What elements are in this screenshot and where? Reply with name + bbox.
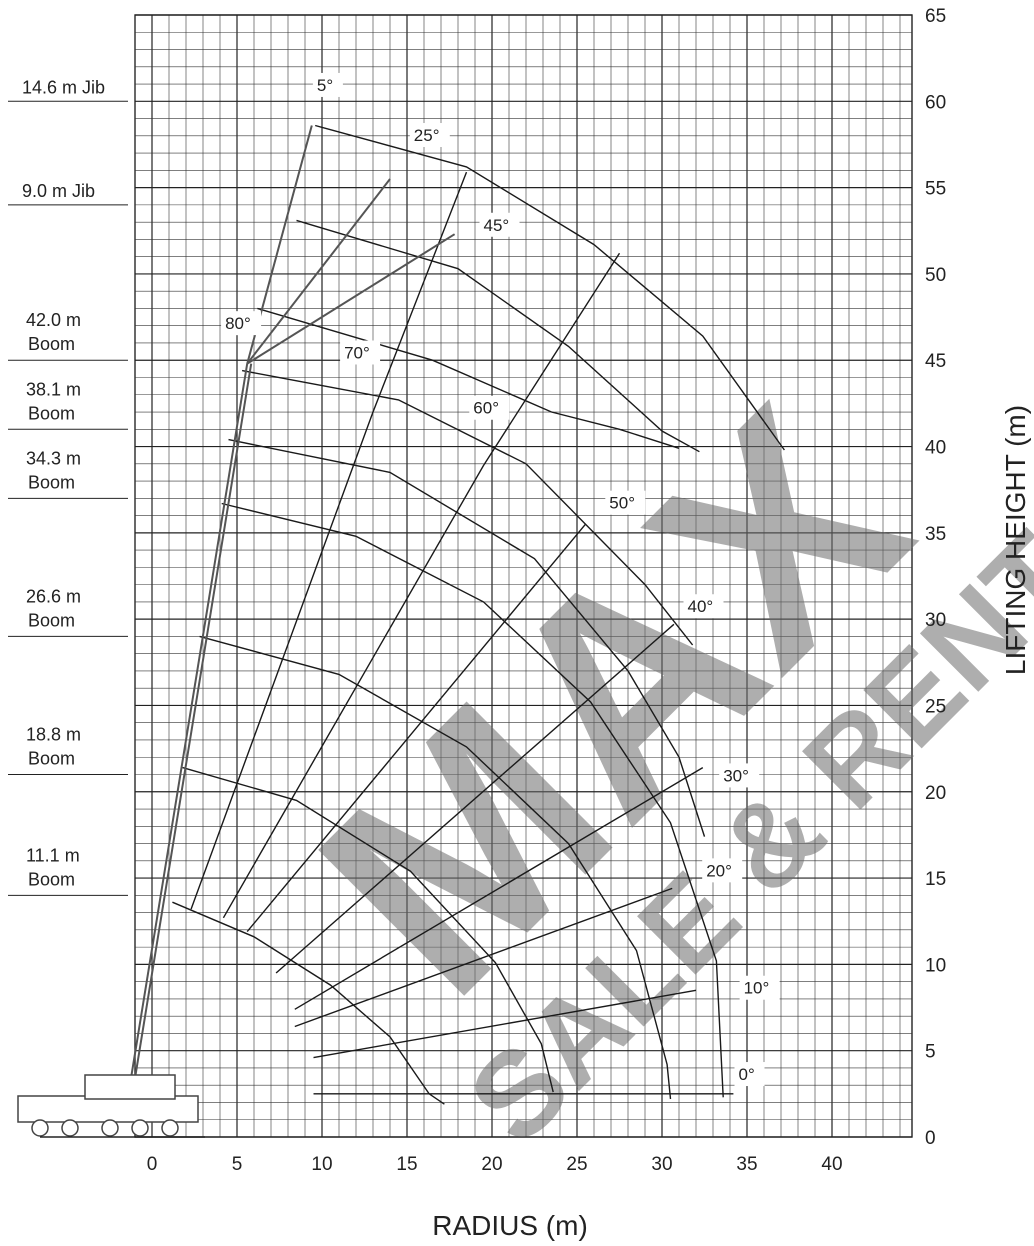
angle-label-bg	[312, 72, 343, 97]
angle-label: 70°	[344, 344, 370, 363]
x-tick-label: 40	[821, 1154, 842, 1175]
angle-rays	[190, 171, 734, 1095]
y-tick-label: 65	[925, 6, 946, 27]
radius-arc	[199, 635, 672, 1100]
radius-arc	[228, 438, 706, 837]
x-tick-label: 10	[311, 1154, 332, 1175]
angle-ray	[294, 766, 704, 1010]
angle-label-bg	[719, 763, 760, 788]
angle-label-bg	[479, 212, 520, 237]
angle-ray	[246, 523, 587, 933]
x-axis-label: RADIUS (m)	[432, 1210, 588, 1241]
boom-label: Boom	[28, 610, 75, 630]
angle-ray	[222, 252, 621, 919]
y-tick-label: 20	[925, 783, 946, 804]
jib-45deg	[246, 233, 456, 365]
y-tick-label: 0	[925, 1128, 936, 1149]
truck-wheel	[101, 1119, 119, 1137]
jib-label: 9.0 m Jib	[22, 181, 95, 201]
angle-label-bg	[340, 340, 381, 365]
boom-label: 42.0 m	[26, 310, 81, 330]
truck-wheel	[131, 1119, 149, 1137]
angle-ray	[294, 887, 673, 1028]
y-tick-label: 40	[925, 438, 946, 459]
jib-arc	[296, 219, 700, 453]
y-tick-label: 45	[925, 351, 946, 372]
angle-label: 0°	[739, 1065, 755, 1084]
jib-25deg	[246, 178, 391, 365]
angle-label: 10°	[744, 979, 770, 998]
angle-ray	[275, 623, 675, 974]
angle-label-bg	[409, 123, 450, 148]
boom-label: 38.1 m	[26, 379, 81, 399]
boom-labels: 14.6 m Jib 9.0 m Jib 42.0 m Boom 38.1 m Boom 3…	[8, 77, 128, 896]
x-tick-label: 25	[566, 1154, 587, 1175]
x-tick-label: 35	[736, 1154, 757, 1175]
y-tick-label: 60	[925, 92, 946, 113]
radius-arcs	[172, 369, 724, 1105]
jib-arc	[257, 307, 680, 449]
angle-label-bg	[702, 858, 743, 883]
y-tick-label: 50	[925, 265, 946, 286]
angle-label: 60°	[473, 399, 499, 418]
radius-arc	[221, 502, 724, 1098]
angle-label-bg	[683, 594, 724, 619]
boom-label: 26.6 m	[26, 586, 81, 606]
angle-label: 80°	[225, 314, 251, 333]
truck-body	[17, 1095, 199, 1123]
y-tick-label: 35	[925, 524, 946, 545]
angle-label: 20°	[706, 861, 732, 880]
boom-label: Boom	[28, 334, 75, 354]
truck-wheel	[61, 1119, 79, 1137]
boom-label: Boom	[28, 749, 75, 769]
boom-edge	[127, 363, 253, 1117]
truck-wheel	[31, 1119, 49, 1137]
x-tick-label: 30	[651, 1154, 672, 1175]
jib-arc	[315, 124, 785, 451]
y-tick-label: 15	[925, 869, 946, 890]
angle-label-bg	[605, 490, 646, 515]
boom-label: Boom	[28, 472, 75, 492]
angle-label: 50°	[609, 494, 635, 513]
y-axis-label: LIFTING HEIGHT (m)	[1000, 405, 1031, 675]
jib-label: 14.6 m Jib	[22, 77, 105, 97]
angle-label: 45°	[484, 216, 510, 235]
angle-label: 25°	[414, 126, 440, 145]
radius-arc	[172, 901, 445, 1105]
truck-wheel	[161, 1119, 179, 1137]
angle-label: 40°	[688, 597, 714, 616]
y-tick-label: 55	[925, 179, 946, 200]
angle-label: 5°	[317, 76, 333, 95]
x-tick-label: 5	[232, 1154, 243, 1175]
boom-label: 11.1 m	[26, 845, 80, 865]
angle-ray	[313, 989, 697, 1059]
x-tick-label: 15	[396, 1154, 417, 1175]
radius-arc	[241, 369, 694, 646]
grid	[134, 14, 913, 1138]
x-tick-label: 20	[481, 1154, 502, 1175]
truck-cab	[84, 1074, 176, 1100]
angle-annotations: 0° 10° 20° 30° 40° 50° 60° 70° 80° 5° 25° 45°	[221, 72, 780, 1087]
boom-label: 34.3 m	[26, 448, 81, 468]
y-tick-label: 30	[925, 610, 946, 631]
angle-label-bg	[734, 1062, 765, 1087]
angle-label-bg	[739, 975, 780, 1000]
angle-label: 30°	[723, 766, 749, 785]
angle-label-bg	[469, 395, 510, 420]
boom-label: 18.8 m	[26, 725, 81, 745]
angle-label-bg	[221, 311, 262, 336]
angle-ray	[190, 171, 468, 910]
tick-labels: 0 5 10 15 20 25 30 35 40 0 5 10 15 20 25 30 35 40 45 50 55 60…	[147, 6, 946, 1175]
boom-label: Boom	[28, 869, 75, 889]
y-tick-label: 10	[925, 955, 946, 976]
boom-body	[123, 363, 249, 1117]
crane-truck-icon	[17, 1074, 205, 1138]
y-tick-label: 5	[925, 1042, 936, 1063]
boom-label: Boom	[28, 403, 75, 423]
radius-arc	[182, 766, 554, 1093]
x-tick-label: 0	[147, 1154, 158, 1175]
y-tick-label: 25	[925, 696, 946, 717]
